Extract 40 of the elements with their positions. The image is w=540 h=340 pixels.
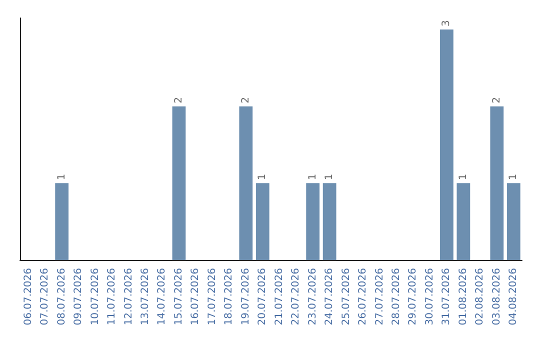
x-tick-label: 20.07.2026 [257, 268, 268, 326]
x-tick-label: 25.07.2026 [340, 268, 352, 326]
x-tick-label: 22.07.2026 [290, 268, 302, 326]
x-tick-label: 30.07.2026 [424, 268, 436, 326]
x-tick-label: 06.07.2026 [22, 268, 34, 326]
x-tick-label: 12.07.2026 [123, 268, 134, 326]
data-label: 1 [56, 174, 68, 180]
x-tick-label: 17.07.2026 [206, 268, 218, 326]
x-tick-label: 18.07.2026 [224, 268, 235, 326]
x-tick-label: 14.07.2026 [156, 268, 168, 326]
data-label: 1 [324, 174, 336, 180]
x-tick-label: 10.07.2026 [90, 268, 101, 326]
x-tick-label: 19.07.2026 [240, 268, 252, 326]
x-tick-label: 28.07.2026 [391, 268, 402, 326]
data-label: 1 [307, 174, 318, 180]
x-tick-label: 08.07.2026 [56, 268, 68, 326]
x-tick-label: 02.08.2026 [474, 268, 486, 326]
x-tick-label: 29.07.2026 [408, 268, 419, 326]
data-label: 2 [491, 96, 502, 104]
data-label: 1 [458, 174, 469, 180]
x-tick-label: 23.07.2026 [307, 268, 318, 326]
x-tick-label: 03.08.2026 [491, 268, 502, 326]
data-label: 2 [240, 96, 252, 104]
x-tick-label: 04.08.2026 [508, 268, 520, 326]
x-tick-label: 15.07.2026 [173, 268, 184, 326]
x-tick-label: 09.07.2026 [73, 268, 84, 326]
x-tick-label: 27.07.2026 [374, 268, 386, 326]
x-tick-label: 26.07.2026 [358, 268, 369, 326]
x-tick-label: 07.07.2026 [40, 268, 51, 326]
x-tick-label: 16.07.2026 [190, 268, 202, 326]
x-tick-label: 24.07.2026 [324, 268, 336, 326]
x-tick-label: 21.07.2026 [274, 268, 285, 326]
x-tick-label: 11.07.2026 [106, 268, 118, 326]
data-label: 3 [441, 20, 452, 27]
data-label: 2 [173, 96, 184, 104]
data-label: 1 [508, 174, 520, 180]
x-tick-label: 01.08.2026 [458, 268, 469, 326]
data-label: 1 [257, 174, 268, 180]
x-tick-label: 13.07.2026 [140, 268, 151, 326]
x-tick-label: 31.07.2026 [441, 268, 452, 326]
